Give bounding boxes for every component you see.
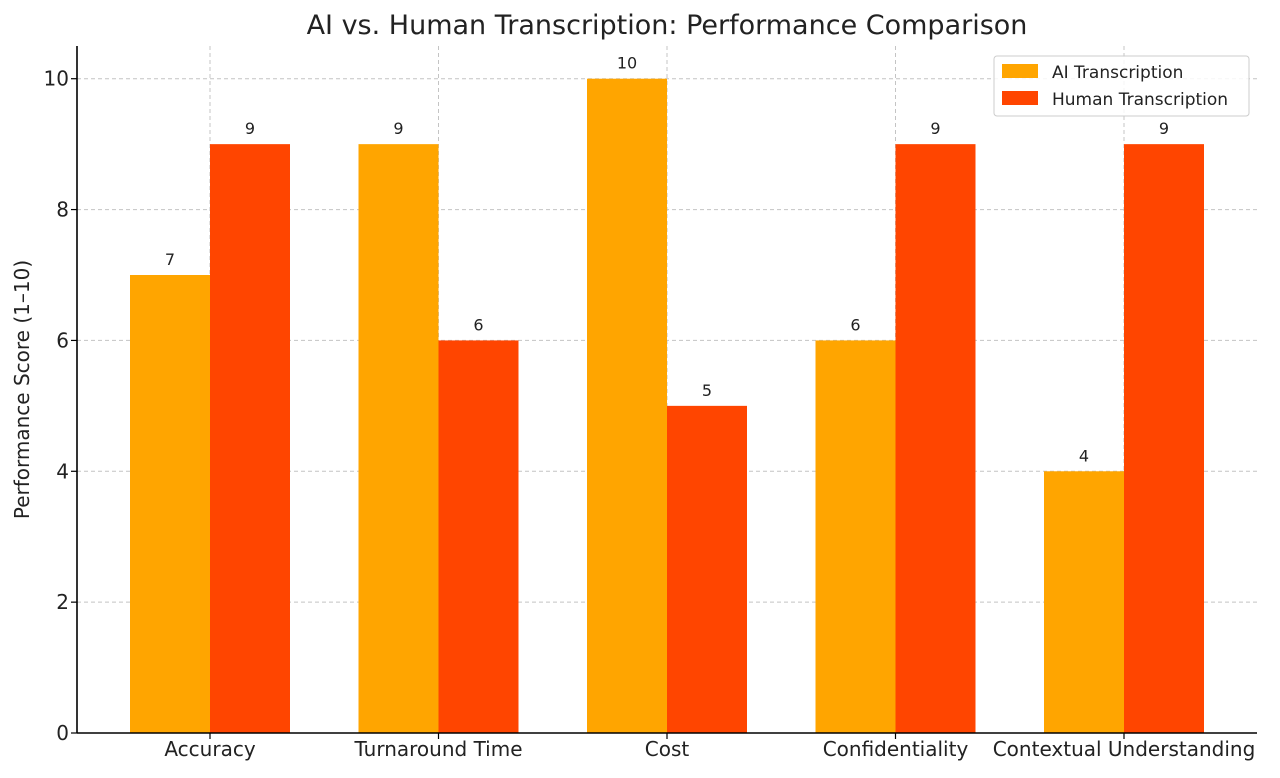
bar-value-label: 5: [702, 381, 712, 400]
x-category-label: Turnaround Time: [353, 737, 522, 761]
bar-human: [895, 144, 976, 734]
bar-ai: [815, 340, 896, 733]
bar-value-label: 6: [473, 315, 483, 334]
legend: AI Transcription Human Transcription: [993, 55, 1250, 117]
x-category-label: Cost: [645, 737, 690, 761]
x-category-label: Contextual Understanding: [993, 737, 1256, 761]
y-tick-label: 10: [44, 67, 69, 91]
bar-ai: [130, 275, 210, 733]
legend-swatch: [1002, 91, 1038, 105]
bar-human: [210, 144, 290, 734]
legend-box: [993, 55, 1250, 117]
legend-swatch: [1002, 64, 1038, 78]
legend-label: Human Transcription: [1052, 90, 1228, 110]
x-category-label: Accuracy: [164, 737, 255, 761]
bar-value-label: 10: [617, 54, 637, 73]
bar-human: [667, 405, 747, 733]
y-tick-label: 8: [56, 198, 69, 222]
y-tick-label: 4: [56, 459, 69, 483]
bar-ai: [358, 144, 439, 734]
x-category-label: Confidentiality: [823, 737, 969, 761]
bar-ai: [1044, 471, 1124, 733]
bar-value-label: 9: [393, 119, 403, 138]
bar-value-label: 9: [245, 119, 255, 138]
bar-value-label: 7: [165, 250, 175, 269]
bars: [130, 78, 1204, 734]
bar-ai: [587, 78, 667, 733]
y-ticks: 0 2 4 6 8 10: [44, 67, 1125, 745]
data-labels: 7 9 9 6 10 5 6 9 4 9: [165, 54, 1169, 466]
chart-title: AI vs. Human Transcription: Performance …: [307, 10, 1028, 41]
y-axis-label: Performance Score (1–10): [10, 260, 34, 519]
bar-value-label: 4: [1079, 446, 1089, 465]
bar-human: [438, 340, 519, 733]
bar-human: [1124, 144, 1204, 734]
y-tick-label: 0: [56, 721, 69, 745]
x-category-labels: Accuracy Turnaround Time Cost Confidentiali…: [164, 737, 1255, 761]
y-tick-label: 2: [56, 590, 69, 614]
legend-label: AI Transcription: [1052, 63, 1183, 83]
bar-value-label: 9: [930, 119, 940, 138]
y-tick-label: 6: [56, 328, 69, 352]
bar-value-label: 6: [850, 315, 860, 334]
bar-value-label: 9: [1159, 119, 1169, 138]
